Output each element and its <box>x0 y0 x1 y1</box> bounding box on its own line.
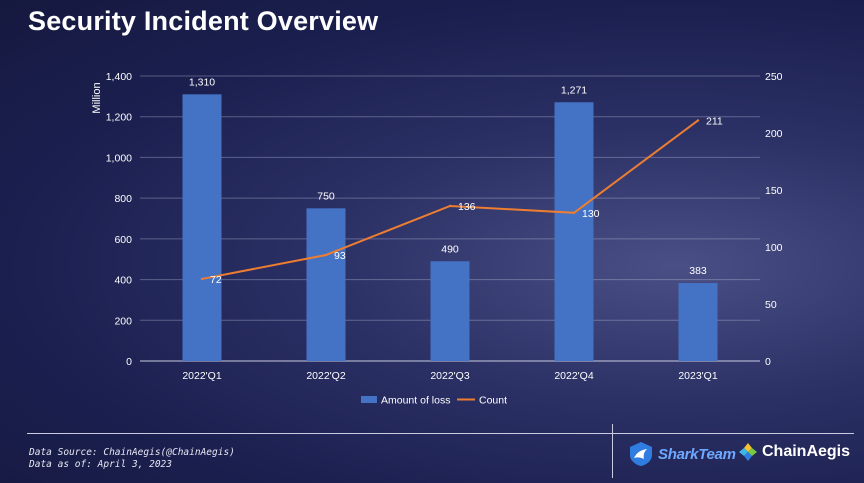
y-tick-label: 400 <box>114 275 132 287</box>
bar-data-label: 383 <box>689 265 707 277</box>
footer-vertical-divider <box>612 424 613 478</box>
y-tick-label: 600 <box>114 234 132 246</box>
y2-tick-label: 100 <box>765 242 783 254</box>
page-title: Security Incident Overview <box>28 6 379 36</box>
y2-tick-label: 50 <box>765 299 777 311</box>
legend-label-line: Count <box>479 395 507 407</box>
line-point <box>448 204 452 208</box>
legend-swatch-bar <box>361 396 377 403</box>
line-point <box>696 119 700 122</box>
line-point <box>324 253 328 257</box>
bar <box>678 283 718 361</box>
bar-data-label: 1,310 <box>189 76 215 88</box>
data-source: Data Source: ChainAegis(@ChainAegis) <box>29 447 235 458</box>
legend: Amount of loss Count <box>361 395 507 407</box>
y-axis-label: Million <box>91 82 103 113</box>
shark-icon <box>630 442 652 466</box>
chainaegis-logo: ChainAegis <box>737 441 850 463</box>
chart: 1,310 750 490 1,271 383 72 93 136 130 211 0 200 400… <box>91 71 783 407</box>
footer-notes: Data Source: ChainAegis(@ChainAegis) Dat… <box>29 447 235 471</box>
x-tick-label: 2022'Q1 <box>182 370 222 382</box>
bar <box>306 208 346 361</box>
line-point <box>200 277 204 281</box>
bar <box>554 102 594 361</box>
legend-label-bar: Amount of loss <box>381 395 450 407</box>
bar-data-label: 1,271 <box>561 84 587 96</box>
line-data-label: 93 <box>334 250 346 262</box>
x-tick-label: 2023'Q1 <box>678 370 718 382</box>
bar-data-label: 490 <box>441 243 459 255</box>
chainaegis-logo-text: ChainAegis <box>762 443 851 460</box>
bar-data-label: 750 <box>317 190 335 202</box>
bar <box>430 261 470 361</box>
sharkteam-logo-text: SharkTeam <box>658 445 736 463</box>
y2-tick-label: 0 <box>765 356 771 368</box>
y-tick-label: 800 <box>114 193 132 205</box>
line-point <box>572 211 576 214</box>
line-data-label: 130 <box>582 208 600 220</box>
bar <box>182 94 222 362</box>
y-tick-label: 0 <box>126 356 132 368</box>
x-tick-label: 2022'Q3 <box>430 370 470 382</box>
y-tick-label: 200 <box>114 315 132 327</box>
x-tick-label: 2022'Q4 <box>554 370 594 382</box>
y-tick-label: 1,400 <box>106 71 132 83</box>
line-data-label: 211 <box>706 115 723 127</box>
y2-tick-label: 250 <box>765 71 783 83</box>
data-as-of: Data as of: April 3, 2023 <box>29 459 172 470</box>
line-data-label: 72 <box>210 274 222 286</box>
y-tick-label: 1,200 <box>106 112 132 124</box>
y-tick-label: 1,000 <box>106 152 132 164</box>
y2-tick-label: 200 <box>765 128 783 140</box>
sharkteam-logo: SharkTeam <box>627 441 736 467</box>
x-tick-label: 2022'Q2 <box>306 370 346 382</box>
y2-tick-label: 150 <box>765 185 783 197</box>
footer-divider <box>27 433 854 434</box>
line-data-label: 136 <box>458 201 476 213</box>
chainaegis-icon <box>739 443 757 461</box>
